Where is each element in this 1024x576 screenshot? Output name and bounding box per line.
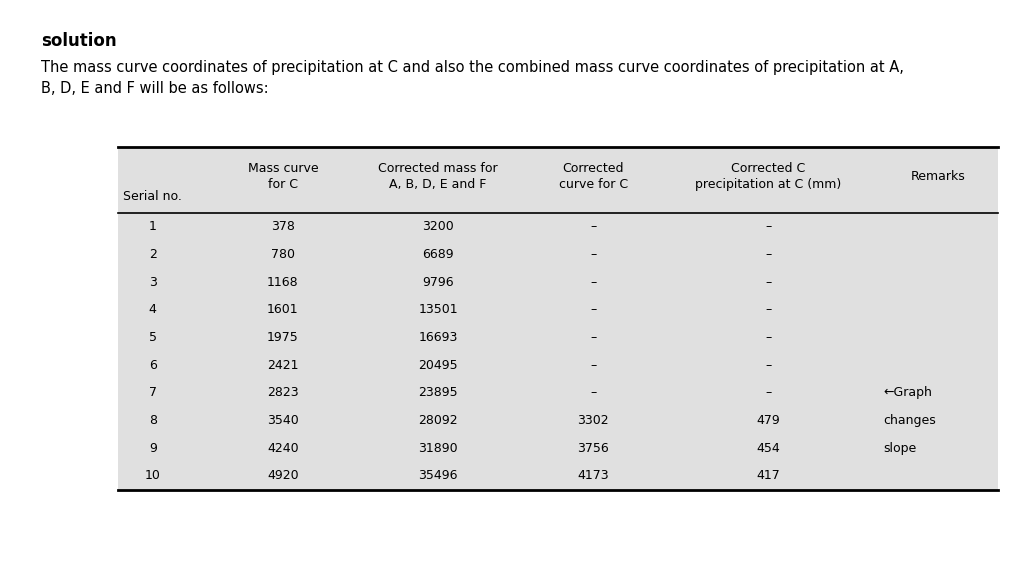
Text: 780: 780 xyxy=(271,248,295,261)
Text: 1601: 1601 xyxy=(267,304,299,316)
Text: 28092: 28092 xyxy=(418,414,458,427)
Text: 479: 479 xyxy=(757,414,780,427)
Text: 2: 2 xyxy=(148,248,157,261)
Text: 3: 3 xyxy=(148,276,157,289)
Text: 2421: 2421 xyxy=(267,359,299,372)
Text: –: – xyxy=(765,276,771,289)
Text: –: – xyxy=(765,359,771,372)
Text: ←Graph: ←Graph xyxy=(884,386,932,399)
Text: –: – xyxy=(765,221,771,233)
Text: 1975: 1975 xyxy=(267,331,299,344)
Text: Corrected mass for
A, B, D, E and F: Corrected mass for A, B, D, E and F xyxy=(378,162,498,191)
Text: changes: changes xyxy=(884,414,936,427)
Text: 3302: 3302 xyxy=(578,414,609,427)
Text: 454: 454 xyxy=(757,442,780,454)
Text: Remarks: Remarks xyxy=(911,170,966,183)
Text: Corrected C
precipitation at C (mm): Corrected C precipitation at C (mm) xyxy=(695,162,842,191)
Text: –: – xyxy=(590,304,596,316)
Text: slope: slope xyxy=(884,442,916,454)
Text: 5: 5 xyxy=(148,331,157,344)
Text: 13501: 13501 xyxy=(418,304,458,316)
Text: 4920: 4920 xyxy=(267,469,299,482)
Text: 16693: 16693 xyxy=(419,331,458,344)
Text: –: – xyxy=(590,221,596,233)
Text: –: – xyxy=(590,276,596,289)
Text: Corrected
curve for C: Corrected curve for C xyxy=(558,162,628,191)
Text: 3200: 3200 xyxy=(422,221,454,233)
Text: 417: 417 xyxy=(757,469,780,482)
Text: 10: 10 xyxy=(144,469,161,482)
Text: 9: 9 xyxy=(148,442,157,454)
Text: –: – xyxy=(590,359,596,372)
Text: 3540: 3540 xyxy=(267,414,299,427)
Text: –: – xyxy=(765,331,771,344)
Text: 35496: 35496 xyxy=(418,469,458,482)
Text: 2823: 2823 xyxy=(267,386,299,399)
Text: 7: 7 xyxy=(148,386,157,399)
Text: –: – xyxy=(590,248,596,261)
Text: Mass curve
for C: Mass curve for C xyxy=(248,162,318,191)
Text: solution: solution xyxy=(41,32,117,50)
Text: –: – xyxy=(590,331,596,344)
Text: –: – xyxy=(590,386,596,399)
Text: 4173: 4173 xyxy=(578,469,609,482)
Text: 3756: 3756 xyxy=(578,442,609,454)
Text: Serial no.: Serial no. xyxy=(123,190,181,203)
Text: 4240: 4240 xyxy=(267,442,299,454)
Text: 1: 1 xyxy=(148,221,157,233)
Text: 23895: 23895 xyxy=(418,386,458,399)
Text: 6689: 6689 xyxy=(422,248,454,261)
Text: 9796: 9796 xyxy=(422,276,454,289)
Text: 4: 4 xyxy=(148,304,157,316)
Text: 6: 6 xyxy=(148,359,157,372)
Text: 8: 8 xyxy=(148,414,157,427)
Text: 378: 378 xyxy=(271,221,295,233)
Text: The mass curve coordinates of precipitation at C and also the combined mass curv: The mass curve coordinates of precipitat… xyxy=(41,60,904,97)
Text: 31890: 31890 xyxy=(418,442,458,454)
Text: –: – xyxy=(765,386,771,399)
Text: 20495: 20495 xyxy=(418,359,458,372)
Text: –: – xyxy=(765,304,771,316)
Text: –: – xyxy=(765,248,771,261)
Text: 1168: 1168 xyxy=(267,276,299,289)
